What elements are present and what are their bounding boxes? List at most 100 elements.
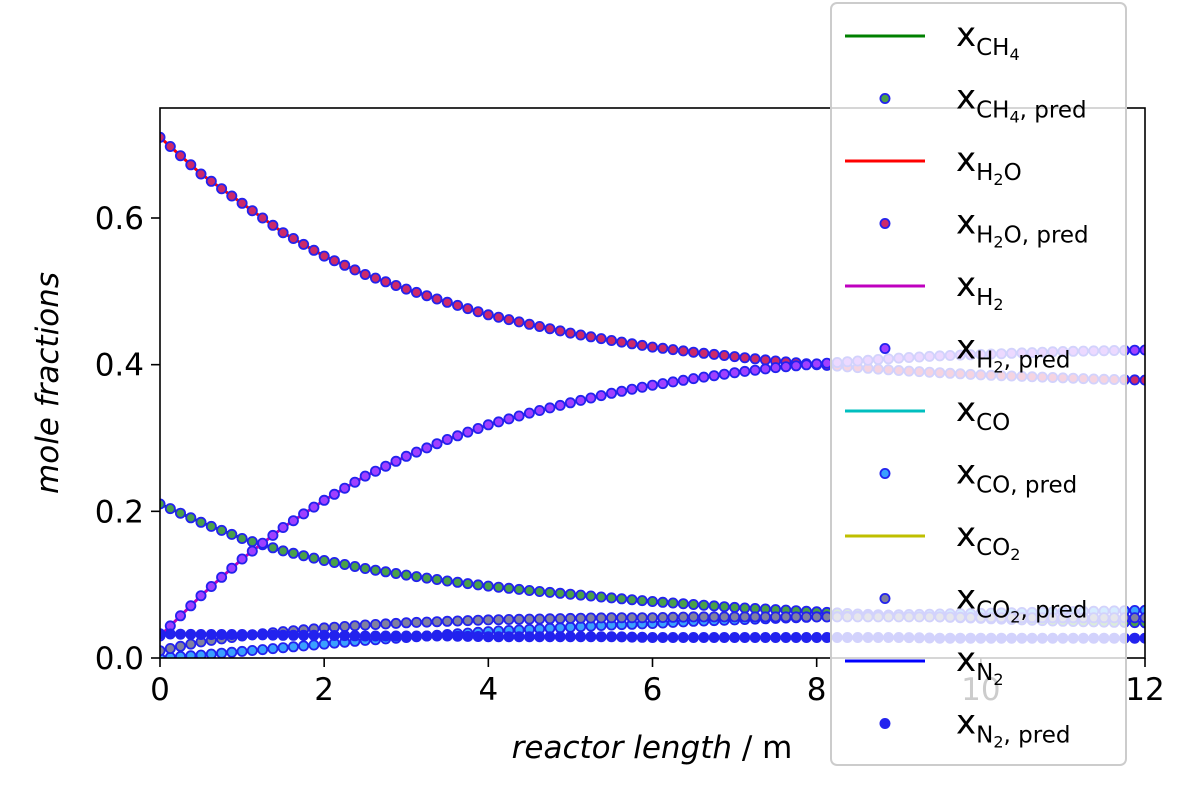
pred-point-ch4 [185, 512, 197, 524]
pred-point-ch4 [226, 528, 238, 540]
legend-label-base: x [956, 15, 976, 55]
pred-point-h2 [472, 422, 484, 434]
pred-point-ch4 [349, 561, 361, 573]
pred-point-h2 [421, 442, 433, 454]
pred-point-ch4 [308, 552, 320, 564]
pred-point-h2 [287, 515, 299, 527]
pred-point-co [246, 645, 258, 657]
pred-point-ch4 [677, 598, 689, 610]
pred-point-h2o [380, 276, 392, 288]
legend-label: xCO [956, 390, 1010, 436]
pred-point-h2 [759, 363, 771, 375]
pred-point-ch4 [380, 566, 392, 578]
legend-marker-h2o [879, 217, 891, 229]
pred-point-ch4 [636, 595, 648, 607]
pred-point-n2 [185, 628, 197, 640]
pred-point-h2 [318, 494, 330, 506]
pred-point-h2o [759, 354, 771, 366]
pred-point-h2 [800, 359, 812, 371]
pred-point-h2o [349, 264, 361, 276]
pred-point-n2 [462, 630, 474, 642]
legend-box [830, 2, 1127, 766]
pred-point-co2 [770, 611, 782, 623]
pred-point-n2 [585, 631, 597, 643]
pred-point-co [205, 648, 217, 658]
pred-point-co2 [174, 640, 186, 652]
pred-point-h2 [482, 419, 494, 431]
pred-point-n2 [339, 630, 351, 642]
pred-point-h2 [749, 364, 761, 376]
pred-point-h2o [246, 205, 258, 217]
y-tick-label: 0.6 [95, 201, 144, 237]
pred-point-n2 [359, 630, 371, 642]
legend-label-pred-suffix: , pred [1010, 473, 1077, 499]
pred-point-ch4 [410, 571, 422, 583]
pred-point-h2o [626, 338, 638, 350]
pred-point-n2 [800, 632, 812, 644]
x-tick-label: 12 [1125, 672, 1164, 708]
pred-point-h2o [688, 346, 700, 358]
pred-point-n2 [657, 632, 669, 644]
pred-point-h2 [257, 537, 269, 549]
pred-point-h2 [595, 390, 607, 402]
pred-point-co2 [800, 611, 812, 623]
pred-point-n2 [421, 630, 433, 642]
pred-point-h2 [688, 373, 700, 385]
pred-point-co2 [1139, 612, 1145, 624]
pred-point-n2 [595, 631, 607, 643]
pred-point-ch4 [462, 578, 474, 590]
pred-point-ch4 [534, 586, 546, 598]
pred-point-h2o [708, 348, 720, 360]
pred-point-h2o [257, 212, 269, 224]
pred-point-n2 [667, 632, 679, 644]
legend-label-base: x [956, 328, 976, 368]
pred-point-h2 [657, 378, 669, 390]
pred-point-n2 [246, 629, 258, 641]
pred-point-h2o [718, 349, 730, 361]
pred-point-co2 [595, 612, 607, 624]
pred-point-h2 [380, 460, 392, 472]
pred-point-co2 [657, 612, 669, 624]
pred-point-co2 [544, 613, 556, 625]
pred-point-n2 [698, 632, 710, 644]
pred-point-co [298, 640, 310, 652]
pred-point-n2 [759, 632, 771, 644]
x-axis-label: reactor length / m [512, 730, 793, 766]
pred-point-h2o [544, 323, 556, 335]
pred-point-co2 [339, 621, 351, 633]
pred-point-co2 [585, 612, 597, 624]
pred-point-n2 [195, 629, 207, 641]
pred-point-n2 [790, 632, 802, 644]
pred-point-ch4 [318, 555, 330, 567]
pred-point-h2o [493, 311, 505, 323]
pred-point-ch4 [298, 550, 310, 562]
legend-label-base: x [956, 390, 976, 430]
pred-point-n2 [216, 629, 228, 641]
pred-point-ch4 [205, 520, 217, 532]
pred-point-co [554, 622, 566, 634]
pred-point-h2 [226, 562, 238, 574]
pred-point-co [226, 646, 238, 658]
pred-point-ch4 [164, 503, 176, 515]
pred-point-ch4 [236, 533, 248, 545]
legend-label-sub: CO [976, 598, 1010, 624]
pred-point-n2 [493, 631, 505, 643]
pred-point-h2o [677, 345, 689, 357]
pred-point-n2 [267, 629, 279, 641]
pred-point-ch4 [359, 563, 371, 575]
pred-point-co [257, 644, 269, 656]
pred-point-co2 [421, 616, 433, 628]
pred-point-ch4 [246, 536, 258, 548]
y-tick-label: 0.0 [95, 641, 144, 677]
pred-point-co2 [462, 615, 474, 627]
pred-point-ch4 [160, 498, 166, 510]
pred-point-co2 [667, 611, 679, 623]
legend-marker-ch4 [879, 93, 891, 105]
y-tick-label: 0.4 [95, 348, 144, 384]
pred-point-h2o [431, 293, 443, 305]
pred-point-h2o [534, 320, 546, 332]
pred-point-co [277, 642, 289, 654]
pred-point-h2 [298, 508, 310, 520]
x-tick-label: 0 [150, 672, 170, 708]
pred-point-co2 [185, 638, 197, 650]
